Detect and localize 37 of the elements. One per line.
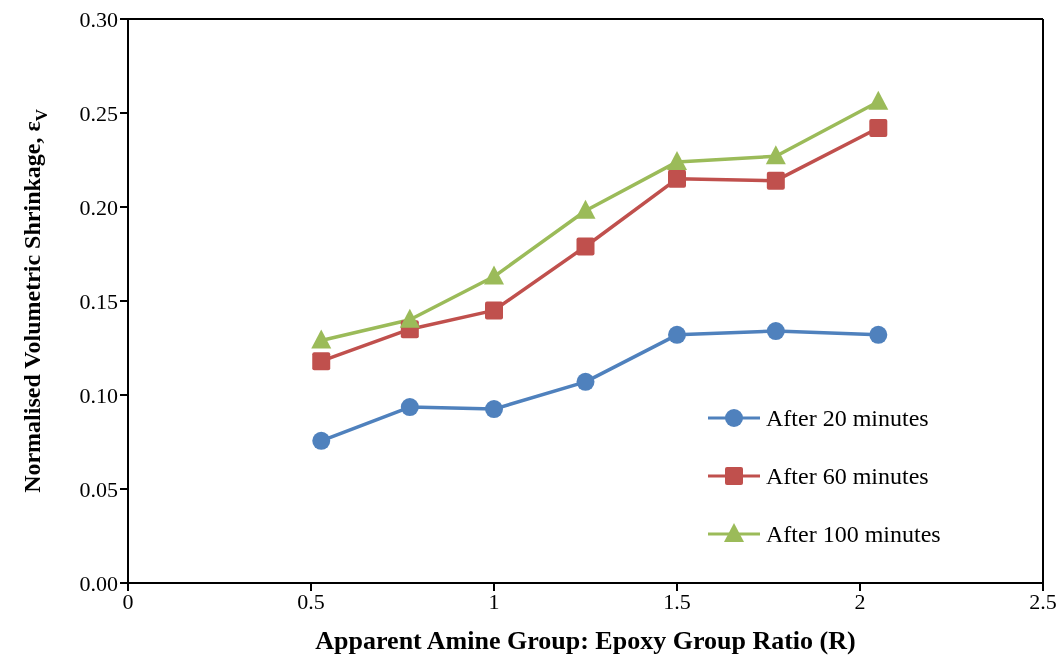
point — [311, 329, 332, 349]
y-tick-label: 0.05 — [79, 476, 118, 502]
x-tick-label: 0 — [122, 588, 134, 614]
x-tick-label: 1 — [488, 588, 500, 614]
x-tick-label: 2.5 — [1029, 588, 1057, 614]
point — [869, 325, 888, 344]
legend-label: After 60 minutes — [766, 462, 929, 490]
x-tick-label: 0.5 — [297, 588, 325, 614]
point — [765, 145, 786, 165]
point — [484, 265, 504, 285]
y-tick-label: 0.30 — [79, 6, 118, 32]
x-axis-title: Apparent Amine Group: Epoxy Group Ratio (R) — [315, 626, 856, 655]
y-tick-label: 0.25 — [79, 100, 118, 126]
point — [312, 431, 331, 450]
x-tick-label: 2 — [854, 588, 866, 614]
legend-label: After 100 minutes — [766, 520, 941, 548]
y-tick-label: 0.10 — [79, 382, 118, 408]
point — [576, 237, 595, 256]
point — [668, 169, 686, 188]
point — [485, 301, 503, 320]
legend-label: After 20 minutes — [766, 404, 929, 432]
point — [766, 322, 785, 341]
point — [312, 352, 331, 371]
point — [576, 372, 595, 391]
point — [869, 119, 888, 138]
point — [400, 398, 419, 417]
point — [766, 171, 785, 190]
y-tick-label: 0.00 — [79, 570, 118, 596]
point — [668, 325, 686, 344]
point — [667, 150, 687, 170]
x-tick-label: 1.5 — [663, 588, 691, 614]
point — [399, 308, 420, 328]
point — [868, 90, 889, 110]
y-tick-label: 0.15 — [79, 288, 118, 314]
y-tick-label: 0.20 — [79, 194, 118, 220]
point — [575, 199, 596, 219]
point — [485, 400, 503, 419]
